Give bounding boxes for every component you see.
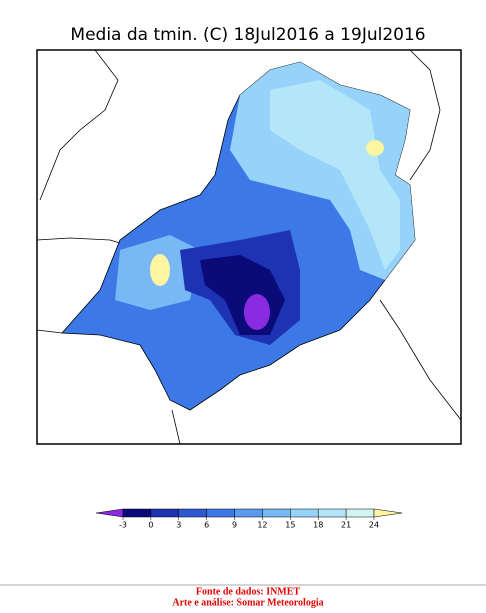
colorbar-segment: [206, 508, 235, 518]
colorbar-arrow: [95, 508, 124, 518]
colorbar-label: 24: [369, 521, 379, 530]
zone: [244, 294, 270, 330]
colorbar-segment: [150, 508, 180, 518]
colorbar-label: 9: [232, 521, 237, 530]
colorbar-segment: [317, 508, 347, 518]
colorbar-segment: [262, 508, 291, 518]
zone: [270, 80, 400, 270]
colorbar-label: 3: [176, 521, 181, 530]
footer-credit: Arte e análise: Somar Meteorologia: [172, 597, 323, 608]
colorbar-label: 0: [148, 521, 153, 530]
colorbar-label: 21: [341, 521, 351, 530]
zone: [150, 254, 170, 286]
zone: [366, 140, 384, 156]
colorbar-segment: [290, 508, 319, 518]
colorbar-segment: [234, 508, 263, 518]
colorbar-segment: [178, 508, 207, 518]
colorbar-label: 15: [285, 521, 295, 530]
colorbar-arrow: [373, 508, 403, 518]
colorbar-label: 12: [257, 521, 267, 530]
colorbar-segment: [122, 508, 152, 518]
colorbar-segment: [345, 508, 375, 518]
map-title: Media da tmin. (C) 18Jul2016 a 19Jul2016: [70, 25, 425, 45]
map: [36, 49, 462, 445]
colorbar-label: -3: [119, 521, 127, 530]
colorbar-label: 6: [204, 521, 209, 530]
borders: [36, 49, 462, 445]
colorbar-label: 18: [313, 521, 323, 530]
footer-source: Fonte de dados: INMET: [196, 586, 301, 597]
